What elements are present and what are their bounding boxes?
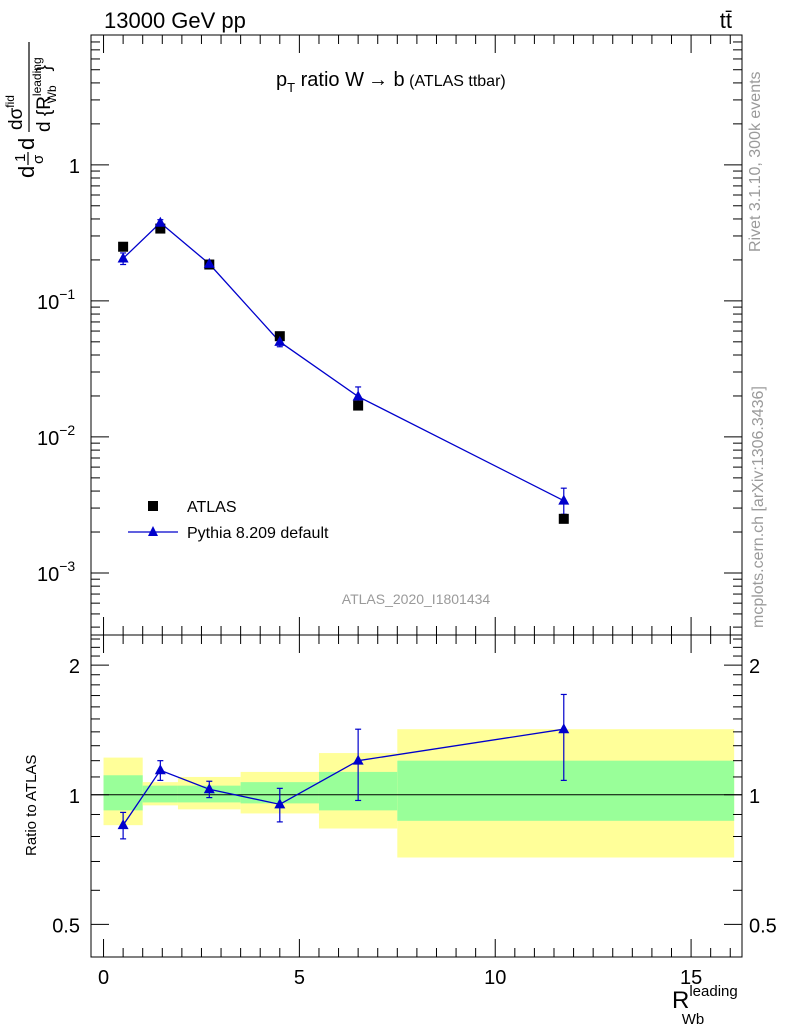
ratio-mc-point xyxy=(352,754,364,765)
xlabel-sup: leading xyxy=(689,983,737,1000)
mc-point xyxy=(352,390,364,401)
main-frame xyxy=(90,34,743,636)
main-y-tick-exp: −1 xyxy=(59,286,75,302)
x-axis-label: Rleading Wb xyxy=(672,983,738,1024)
main-panel: 110−110−210−3 pT ratio W → b (ATLAS ttbar… xyxy=(3,34,743,636)
main-y-tick-base: 10 xyxy=(37,428,59,450)
ratio-y-tick-label-left: 1 xyxy=(69,786,80,808)
title-p: p xyxy=(276,69,287,91)
main-y-tick-label: 10−1 xyxy=(37,286,75,314)
mc-point xyxy=(274,335,286,346)
main-x-ticks xyxy=(103,35,731,635)
atlas-point xyxy=(558,513,569,524)
main-y-label: d 1 σ d dσfid d {RleadingWb} xyxy=(3,42,59,178)
title-small: (ATLAS ttbar) xyxy=(405,73,506,90)
ratio-band-inner xyxy=(397,760,735,821)
main-y-tick-label: 10−2 xyxy=(37,422,75,450)
x-tick-label: 15 xyxy=(680,967,702,989)
ratio-frame xyxy=(90,634,743,958)
mc-point xyxy=(117,252,129,263)
ratio-mc-point xyxy=(274,798,286,809)
header-energy: 13000 GeV pp xyxy=(104,8,246,33)
legend-mc-label: Pythia 8.209 default xyxy=(187,525,329,542)
ratio-band-inner xyxy=(103,775,143,811)
xlabel-sub: Wb xyxy=(682,1011,705,1024)
analysis-watermark: ATLAS_2020_I1801434 xyxy=(342,591,491,607)
ratio-mc-point xyxy=(117,819,129,830)
ratio-y-tick-label-right: 2 xyxy=(749,656,760,678)
ylabel-den-close: } xyxy=(34,65,55,71)
ylabel-frac1-num: 1 xyxy=(12,154,29,162)
title-text: ratio W xyxy=(295,69,364,91)
mc-line xyxy=(122,221,565,502)
atlas-point xyxy=(118,241,129,252)
atlas-point xyxy=(155,223,166,234)
rivet-label: Rivet 3.1.10, 300k events xyxy=(747,71,764,252)
mcplots-label: mcplots.cern.ch [arXiv:1306.3436] xyxy=(750,386,767,628)
xlabel-main: R xyxy=(672,987,689,1014)
title-sub: T xyxy=(287,80,295,95)
ratio-y-tick-label-left: 2 xyxy=(69,656,80,678)
svg-text:d: d xyxy=(14,138,39,150)
ratio-y-tick-label-right: 1 xyxy=(749,786,760,808)
main-y-tick-exp: −2 xyxy=(59,422,75,438)
main-y-tick-label: 1 xyxy=(69,156,80,178)
ratio-bands xyxy=(103,729,735,858)
svg-text:d: d xyxy=(14,166,39,178)
atlas-point xyxy=(353,400,364,411)
ylabel-den: d {R xyxy=(34,96,55,132)
main-y-tick-base: 10 xyxy=(37,564,59,586)
ratio-mc-point xyxy=(154,764,166,775)
ratio-panel: 2 2 1 1 0.5 0.5 0 5 10 15 Ratio to ATLAS Rleadin… xyxy=(23,634,777,1028)
main-y-tick-base: 10 xyxy=(37,292,59,314)
ratio-mc-point xyxy=(203,783,215,794)
ratio-y-ticks: 2 2 1 1 0.5 0.5 xyxy=(52,638,777,937)
ylabel-num: dσ xyxy=(6,107,27,130)
ylabel-den-sub: Wb xyxy=(45,85,59,103)
ratio-y-label: Ratio to ATLAS xyxy=(23,755,40,856)
ylabel-num-sup: fid xyxy=(3,95,17,108)
ylabel-lead: d xyxy=(14,166,39,178)
legend-mc-marker xyxy=(148,526,158,536)
ratio-marks xyxy=(117,693,570,840)
mc-point xyxy=(558,494,570,505)
legend-atlas-marker xyxy=(148,501,158,511)
legend: ATLAS Pythia 8.209 default xyxy=(128,499,329,542)
mc-point xyxy=(203,257,215,268)
main-title: pT ratio W → b (ATLAS ttbar) xyxy=(276,69,506,95)
x-tick-label: 0 xyxy=(98,967,109,989)
ratio-x-ticks: 0 5 10 15 xyxy=(98,635,731,989)
legend-atlas-label: ATLAS xyxy=(187,499,237,516)
main-y-ticks: 110−110−210−3 xyxy=(37,34,742,628)
ylabel-frac1-den: σ xyxy=(30,154,47,164)
x-tick-label: 5 xyxy=(294,967,305,989)
svg-text:d {RleadingWb}: d {RleadingWb} xyxy=(30,57,59,132)
ratio-mc-point xyxy=(558,723,570,734)
ratio-y-tick-label-right: 0.5 xyxy=(749,915,777,937)
ylabel-den-sup: leading xyxy=(30,57,44,96)
ratio-y-tick-label-left: 0.5 xyxy=(52,915,80,937)
svg-text:σ: σ xyxy=(30,154,47,164)
header-process: tt̄ xyxy=(720,8,732,33)
main-marks xyxy=(117,216,570,524)
main-y-tick-exp: −3 xyxy=(59,558,75,574)
ratio-mc-line xyxy=(122,728,564,826)
mc-point xyxy=(154,216,166,227)
ratio-band-inner xyxy=(142,785,178,803)
ylabel-mid: d xyxy=(14,138,39,150)
svg-text:dσfid: dσfid xyxy=(3,95,27,130)
title-b: b xyxy=(388,69,405,91)
svg-text:1: 1 xyxy=(12,154,29,162)
title-arrow: → xyxy=(368,69,388,91)
main-y-tick-label: 10−3 xyxy=(37,558,75,586)
x-tick-label: 10 xyxy=(484,967,506,989)
